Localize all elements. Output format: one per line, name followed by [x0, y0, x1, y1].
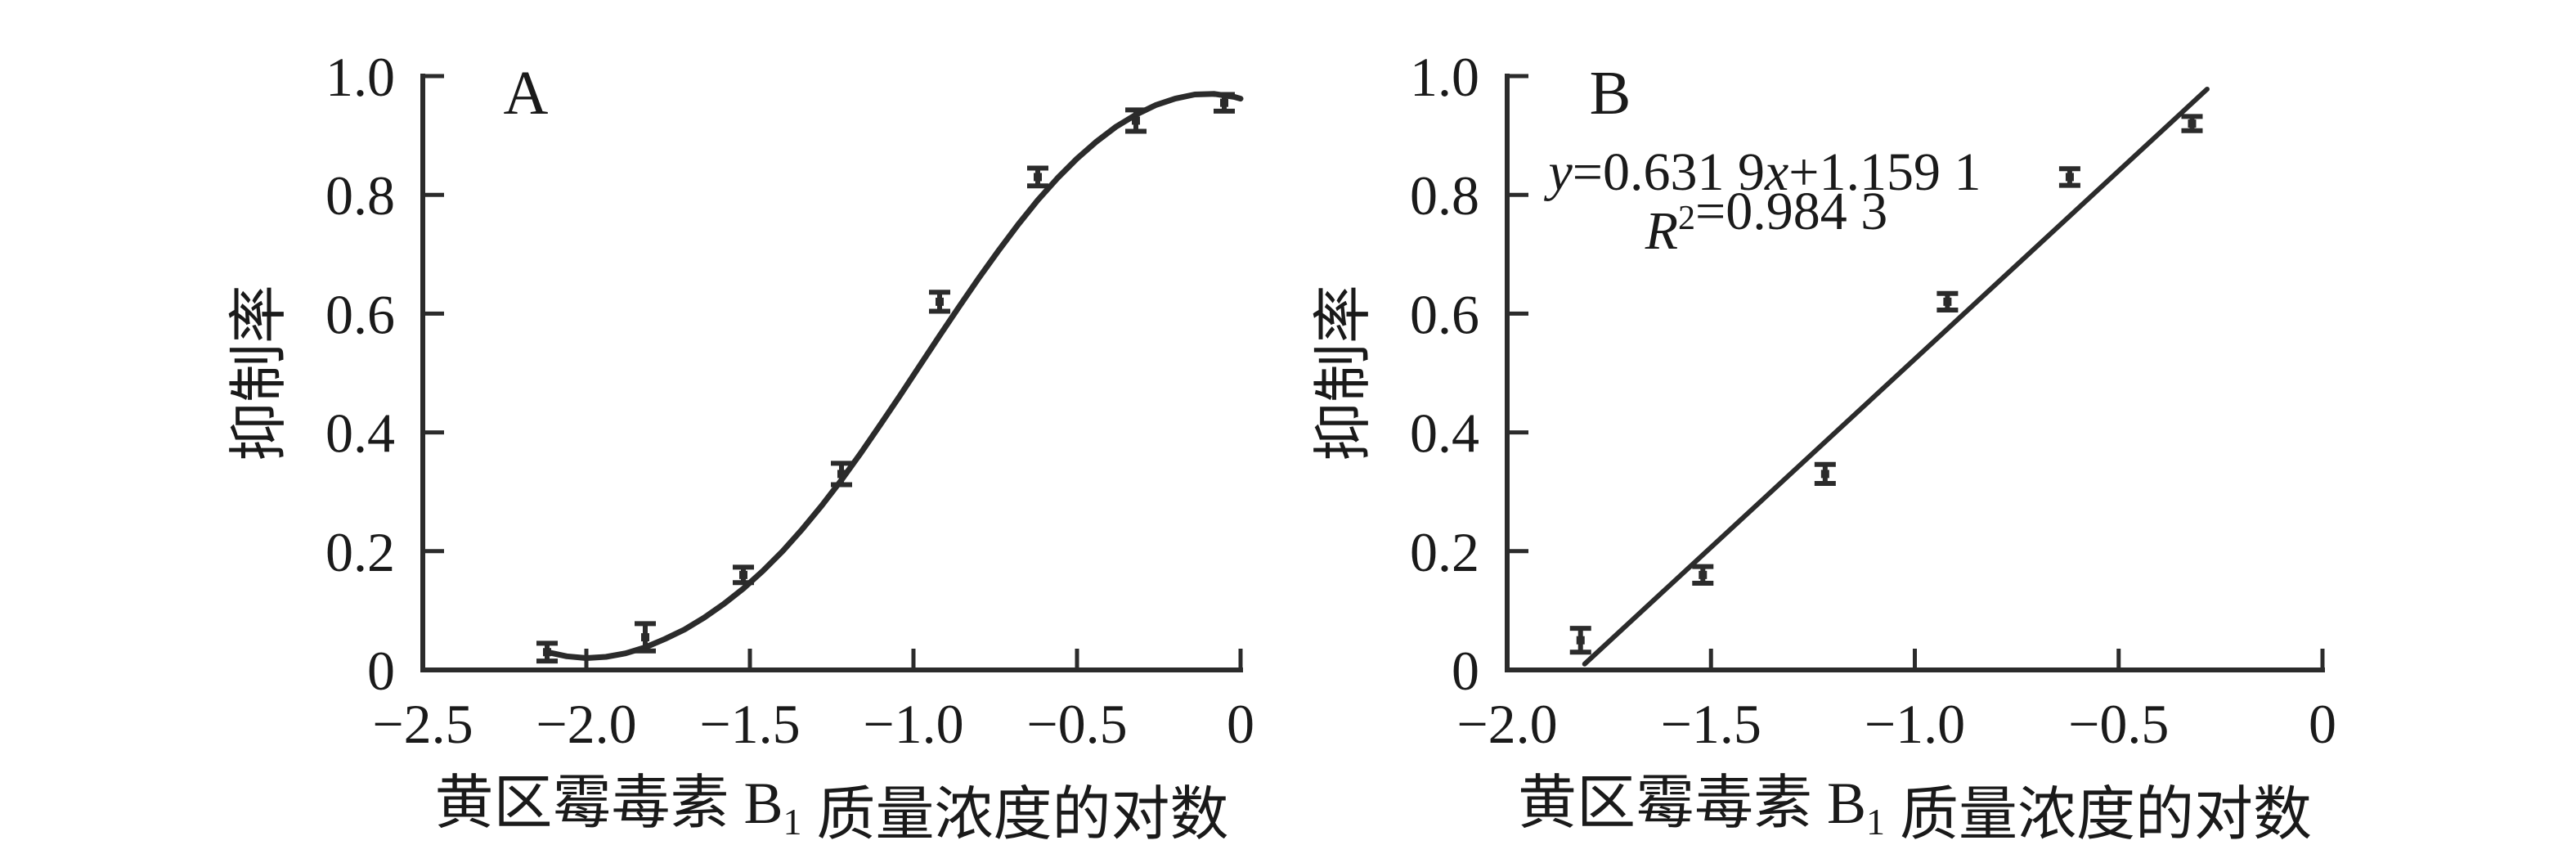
error-bar [635, 621, 656, 654]
data-point [1576, 636, 1585, 645]
y-tick-label: 0.2 [325, 521, 395, 583]
x-tick-label: −2.0 [1456, 693, 1557, 755]
y-axis-label: 抑制率 [1311, 285, 1376, 461]
panel-a: 0 0.2 0.4 0.6 0.8 1.0 −2.5 −2.0 −1.5 −1.0 −0.5 0 抑制率… [227, 46, 1254, 845]
fit-curve [544, 91, 1244, 661]
data-point [641, 633, 649, 642]
error-bar [1027, 165, 1048, 189]
panel-letter: B [1590, 59, 1631, 128]
x-tick-label: −1.0 [863, 693, 963, 755]
panel-letter: A [504, 59, 549, 128]
data-point [2065, 173, 2074, 182]
x-tick-label: −2.5 [372, 693, 473, 755]
error-bar [1814, 461, 1836, 487]
data-point [936, 297, 944, 306]
y-tick-label: 0.6 [325, 283, 395, 345]
panel-b: 0 0.2 0.4 0.6 0.8 1.0 −2.0 −1.5 −1.0 −0.5 0 抑制率黄区霉毒… [1311, 46, 2336, 845]
error-bar [536, 640, 558, 664]
x-tick-label: −0.5 [1026, 693, 1127, 755]
x-tick-label: 0 [2309, 693, 2336, 755]
x-tick-label: −1.5 [1661, 693, 1761, 755]
error-bar [1214, 92, 1235, 114]
data-point [2188, 119, 2197, 128]
error-bar [1125, 107, 1147, 134]
error-bar [831, 461, 852, 488]
x-tick-label: −1.5 [699, 693, 800, 755]
data-point [1034, 173, 1042, 182]
y-tick-label: 0.8 [1410, 164, 1479, 227]
data-point [543, 648, 551, 657]
y-tick-label: 0 [367, 640, 395, 702]
r-squared-text: R2=0.984 3 [1645, 182, 1888, 261]
error-bar [929, 290, 950, 314]
x-tick-label: 0 [1227, 693, 1254, 755]
y-tick-label: 0 [1452, 640, 1479, 702]
x-axis-label: 黄区霉毒素 B1 质量浓度的对数 [1518, 771, 2312, 845]
y-tick-label: 0.8 [325, 164, 395, 227]
axis-spines [420, 74, 1243, 672]
x-tick-label: −2.0 [536, 693, 636, 755]
y-tick-label: 0.4 [325, 402, 395, 465]
error-bar [733, 564, 754, 586]
error-bar [1936, 290, 1959, 313]
error-bar [1692, 564, 1714, 587]
x-tick-label: −1.0 [1865, 693, 1965, 755]
error-bar [2058, 166, 2080, 188]
data-point [837, 470, 846, 479]
y-tick-label: 0.2 [1410, 521, 1479, 583]
y-tick-label: 0.6 [1410, 283, 1479, 345]
y-tick-label: 0.4 [1410, 402, 1479, 465]
data-point [1943, 297, 1952, 306]
y-axis-label: 抑制率 [227, 285, 292, 461]
data-point [1820, 470, 1829, 479]
x-axis-label: 黄区霉毒素 B1 质量浓度的对数 [434, 771, 1228, 845]
x-tick-label: −0.5 [2068, 693, 2169, 755]
axis-spines [1505, 74, 2325, 672]
data-point [1132, 116, 1140, 125]
fit-line [1582, 86, 2210, 667]
data-point [739, 570, 747, 579]
y-tick-label: 1.0 [325, 46, 395, 108]
y-tick-label: 1.0 [1410, 46, 1479, 108]
error-bar [1569, 626, 1591, 655]
data-point [1699, 570, 1708, 579]
error-bar [2181, 114, 2203, 133]
data-point [1220, 98, 1228, 107]
equation-text: y=0.631 9x+1.159 1 [1543, 142, 1981, 202]
